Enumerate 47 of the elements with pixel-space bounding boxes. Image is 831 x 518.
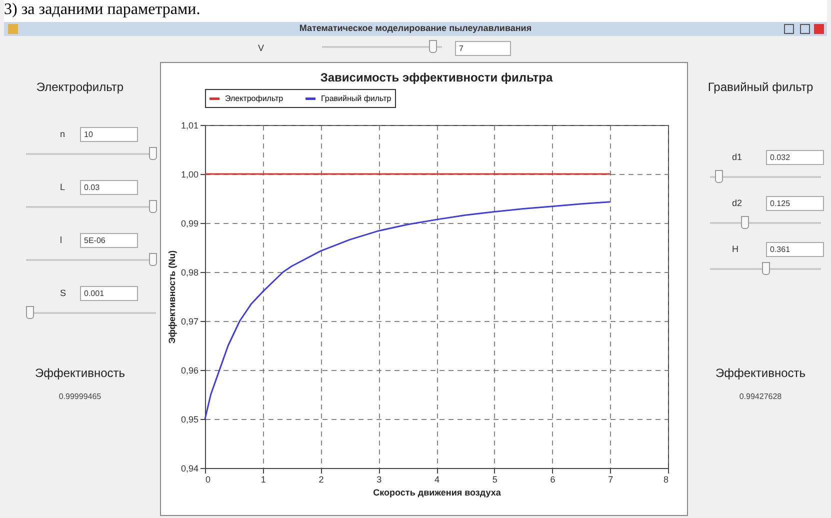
line-series xyxy=(204,201,611,420)
text: H xyxy=(732,244,738,254)
y-tick-label: 0,99 xyxy=(180,218,198,228)
text: 3) за заданими параметрами. xyxy=(4,0,827,22)
text: V xyxy=(258,43,264,53)
x-tick-label: 4 xyxy=(434,474,440,484)
y-tick-label: 1,01 xyxy=(180,120,198,130)
text: 0.03 xyxy=(80,180,138,195)
legend-label: Электрофильтр xyxy=(225,94,284,103)
text: 0.99427628 xyxy=(738,392,783,401)
text: 5E-06 xyxy=(80,233,138,248)
text: 0.361 xyxy=(766,242,824,257)
y-tick-label: 0,95 xyxy=(180,414,198,424)
text: S xyxy=(60,288,66,298)
y-tick-label: 1,00 xyxy=(180,170,198,180)
x-tick-label: 6 xyxy=(550,474,556,484)
x-tick-label: 8 xyxy=(663,474,668,484)
text: d2 xyxy=(732,198,742,208)
text: 0.99999465 xyxy=(58,392,102,401)
chart-title: Зависимость эффективности фильтра xyxy=(320,70,553,84)
y-tick-label: 0,94 xyxy=(180,464,198,474)
y-tick-label: 0,98 xyxy=(180,268,198,278)
text: Гравийный фильтр xyxy=(706,80,814,94)
text: Математическое моделирование пылеулавливания xyxy=(4,23,827,33)
text: 0.032 xyxy=(766,150,824,165)
y-axis-title: Эффективность (Nu) xyxy=(166,250,177,344)
text: Эффективность xyxy=(34,366,126,380)
text: Эффективность xyxy=(714,366,807,380)
x-tick-label: 5 xyxy=(492,474,498,484)
x-tick-label: 2 xyxy=(318,474,324,484)
text: l xyxy=(60,235,62,245)
text: n xyxy=(60,129,66,139)
text: 10 xyxy=(80,127,138,142)
x-tick-label: 1 xyxy=(260,474,266,484)
text: Электрофильтр xyxy=(35,80,125,94)
x-tick-label: 0 xyxy=(206,474,211,484)
x-axis-title: Скорость движения воздуха xyxy=(373,488,502,498)
y-tick-label: 0,97 xyxy=(180,316,198,326)
text: 0.125 xyxy=(766,196,824,211)
x-tick-label: 3 xyxy=(376,474,382,484)
text: d1 xyxy=(732,152,742,162)
legend-label: Гравийный фильтр xyxy=(321,94,392,103)
text: L xyxy=(60,182,66,192)
text: 0.001 xyxy=(80,286,138,301)
text: 7 xyxy=(455,41,511,56)
x-tick-label: 7 xyxy=(608,474,614,484)
y-tick-label: 0,96 xyxy=(180,366,198,376)
